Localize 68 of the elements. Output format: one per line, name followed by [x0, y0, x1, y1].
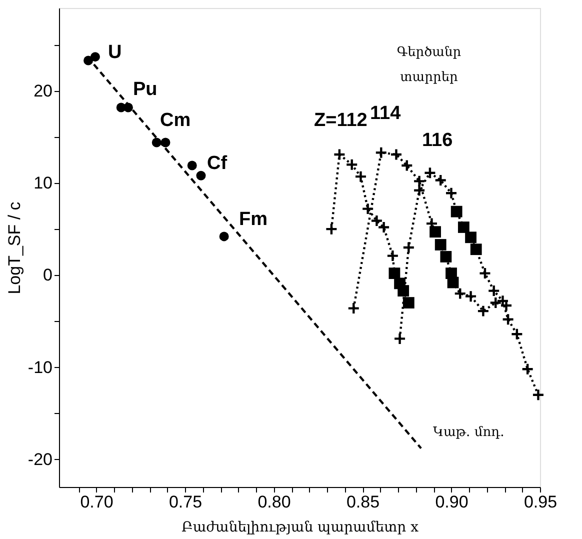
point — [470, 244, 482, 256]
point — [388, 268, 400, 279]
y-tick-label: 20 — [34, 81, 52, 100]
point — [476, 304, 490, 318]
annotation: Կաթ. մոդ. — [433, 425, 504, 440]
point — [434, 239, 446, 250]
annotation: Fm — [239, 209, 268, 230]
annotation: Գերծանր տարրեր — [396, 45, 462, 85]
y-axis-title: LogT_SF / c — [4, 201, 24, 294]
y-tick-label: 0 — [43, 266, 52, 285]
annotation: 114 — [370, 103, 402, 124]
point — [430, 226, 441, 238]
point — [398, 285, 410, 296]
point — [450, 206, 462, 218]
point — [489, 296, 502, 310]
point — [196, 170, 206, 180]
x-tick-label: 0.85 — [346, 492, 380, 512]
point — [90, 52, 100, 62]
point — [325, 222, 338, 236]
y-tick-label: 10 — [34, 174, 52, 193]
point — [354, 170, 368, 183]
point — [402, 297, 414, 308]
point — [434, 174, 447, 187]
point — [424, 166, 436, 180]
y-tick-label: -10 — [28, 358, 52, 377]
point — [465, 232, 476, 244]
point — [447, 276, 459, 288]
annotation: Cm — [160, 110, 191, 131]
x-tick-label: 0.70 — [80, 492, 114, 512]
point — [390, 148, 403, 161]
point — [152, 138, 162, 148]
point — [532, 388, 545, 402]
point — [412, 184, 426, 197]
point — [219, 232, 229, 242]
y-tick-label: -20 — [28, 450, 52, 469]
point — [510, 328, 524, 340]
point — [402, 241, 415, 254]
point — [454, 287, 466, 300]
point — [187, 160, 197, 170]
point — [464, 290, 478, 303]
point — [333, 148, 346, 161]
x-tick-label: 0.80 — [258, 492, 291, 512]
point — [488, 284, 500, 298]
x-axis-title: Բաժանելիության պարամետր x — [182, 520, 419, 536]
point — [361, 202, 374, 216]
point — [374, 146, 388, 159]
point — [386, 249, 400, 262]
point — [400, 159, 414, 172]
point — [347, 302, 360, 315]
annotation: Z=112 — [314, 110, 368, 131]
point — [521, 362, 534, 376]
point — [123, 102, 133, 112]
point — [458, 222, 470, 233]
point — [502, 313, 514, 326]
annotation: Pu — [133, 79, 158, 100]
point — [346, 158, 358, 171]
x-tick-label: 0.75 — [168, 492, 202, 512]
point — [444, 186, 458, 200]
annotation: U — [108, 42, 122, 63]
annotation: Cf — [207, 153, 228, 174]
point — [412, 174, 426, 188]
annotation: 116 — [422, 130, 453, 151]
point — [393, 332, 406, 346]
point — [160, 138, 170, 148]
x-tick-label: 0.90 — [435, 492, 468, 512]
point — [478, 266, 492, 280]
x-tick-label: 0.95 — [524, 492, 558, 512]
point — [440, 251, 452, 262]
